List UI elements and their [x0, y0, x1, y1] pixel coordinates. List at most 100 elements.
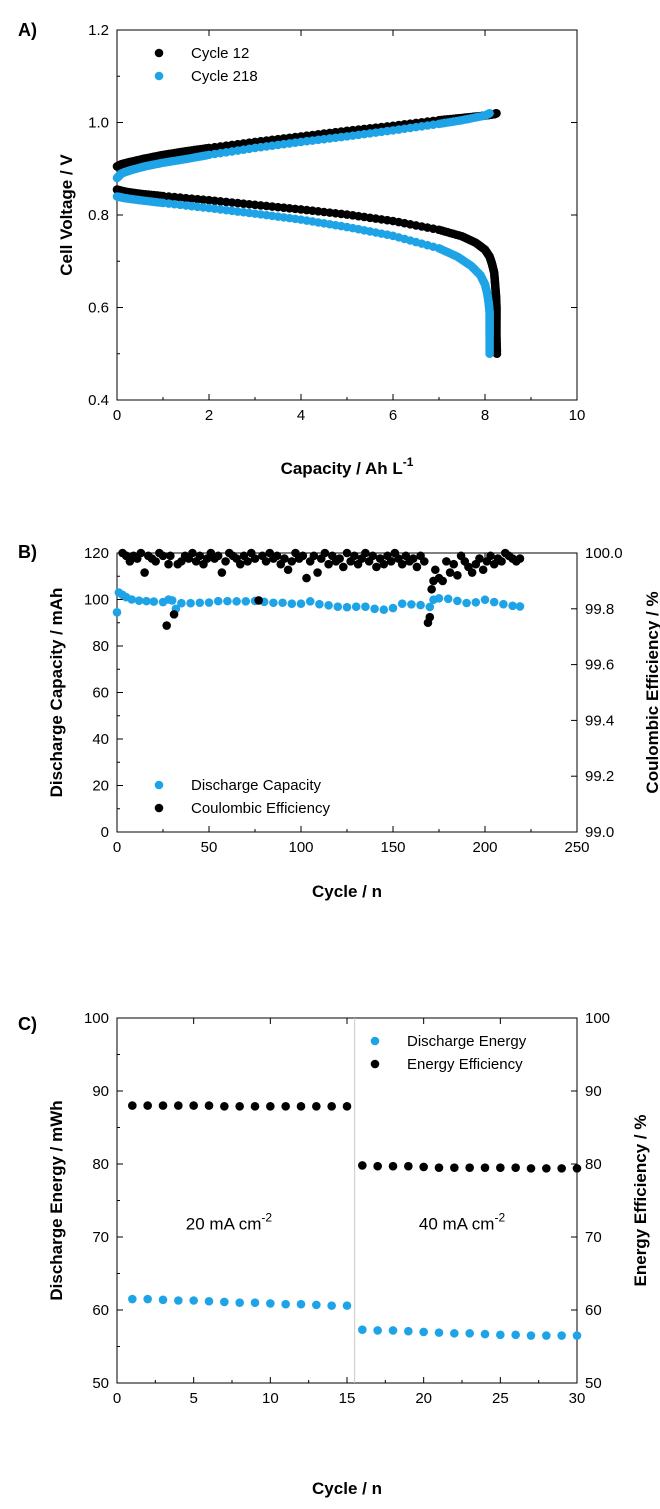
data-point	[280, 554, 289, 563]
data-point	[380, 605, 389, 614]
data-point	[426, 613, 435, 622]
y-tick-label: 100	[84, 1010, 109, 1027]
data-point	[465, 1329, 474, 1338]
data-point	[497, 557, 506, 566]
data-point	[313, 568, 322, 577]
legend-label: Discharge Capacity	[191, 777, 322, 794]
data-point	[170, 610, 179, 619]
data-point	[475, 554, 484, 563]
data-point	[485, 109, 494, 118]
data-point	[188, 549, 197, 558]
data-point	[143, 1295, 152, 1304]
data-point	[416, 601, 425, 610]
data-point	[343, 1102, 352, 1111]
x-axis-title-superscript: -1	[403, 455, 414, 469]
x-tick-label: 200	[472, 839, 497, 856]
y-tick-label: 1.2	[88, 22, 109, 39]
data-point	[435, 594, 444, 603]
y2-tick-label: 50	[585, 1375, 602, 1392]
data-point	[174, 1296, 183, 1305]
panel-a-chart: A) 0 2 4 6 8 10 0.4 0.6 0.8 1.0 1.2 Capacity / Ah L-…	[18, 20, 585, 478]
data-point	[159, 551, 168, 560]
data-point	[177, 599, 186, 608]
data-point	[288, 599, 297, 608]
y-tick-label: 80	[92, 1156, 109, 1173]
y-axis-title: Discharge Capacity / mAh	[47, 588, 66, 798]
data-point	[327, 1102, 336, 1111]
data-point	[352, 602, 361, 611]
data-point	[128, 1101, 137, 1110]
data-point	[468, 568, 477, 577]
data-point	[380, 560, 389, 569]
data-point	[186, 599, 195, 608]
data-point	[251, 1298, 260, 1307]
x-tick-label: 20	[415, 1390, 432, 1407]
plot-frame	[117, 553, 577, 832]
data-point	[450, 1163, 459, 1172]
legend-marker	[155, 781, 164, 790]
data-point	[310, 551, 319, 560]
data-point	[343, 1301, 352, 1310]
data-point	[251, 554, 260, 563]
data-point	[321, 549, 330, 558]
data-point	[368, 551, 377, 560]
y-axis-title: Discharge Energy / mWh	[47, 1100, 66, 1300]
data-point	[269, 598, 278, 607]
data-point	[358, 1325, 367, 1334]
data-point	[223, 597, 232, 606]
x-tick-label: 30	[569, 1390, 586, 1407]
x-tick-label: 6	[389, 407, 397, 424]
data-point	[324, 560, 333, 569]
data-point	[462, 599, 471, 608]
annotation-superscript: -2	[261, 1211, 272, 1225]
y-tick-label: 0.8	[88, 207, 109, 224]
data-point	[490, 598, 499, 607]
data-point	[214, 551, 223, 560]
legend-label: Cycle 218	[191, 68, 258, 85]
x-tick-label: 150	[380, 839, 405, 856]
data-point	[196, 551, 205, 560]
data-point	[189, 1101, 198, 1110]
legend-label: Energy Efficiency	[407, 1056, 523, 1073]
data-point	[297, 599, 306, 608]
data-point	[335, 554, 344, 563]
y-tick-label: 100	[84, 592, 109, 609]
data-point	[361, 549, 370, 558]
data-point	[312, 1301, 321, 1310]
y-tick-label: 0	[101, 824, 109, 841]
panel-label: A)	[18, 20, 37, 40]
data-point	[387, 557, 396, 566]
data-point	[413, 563, 422, 572]
data-point	[450, 1329, 459, 1338]
data-point	[334, 602, 343, 611]
current-density-annotation: 20 mA cm-2	[186, 1211, 273, 1234]
data-point	[499, 600, 508, 609]
x-tick-label: 10	[262, 1390, 279, 1407]
y-tick-label: 1.0	[88, 115, 109, 132]
x-tick-label: 250	[564, 839, 589, 856]
data-point	[251, 1102, 260, 1111]
data-point	[511, 1163, 520, 1172]
annotation-superscript: -2	[494, 1211, 505, 1225]
data-point	[327, 1301, 336, 1310]
data-point	[218, 568, 227, 577]
x-tick-label: 25	[492, 1390, 509, 1407]
data-point	[135, 596, 144, 605]
data-point	[221, 557, 230, 566]
data-point	[361, 602, 370, 611]
data-point	[297, 1102, 306, 1111]
data-point	[159, 1295, 168, 1304]
data-point	[235, 1102, 244, 1111]
data-point	[496, 1163, 505, 1172]
data-point	[573, 1331, 582, 1340]
data-point	[128, 1295, 137, 1304]
data-point	[420, 557, 429, 566]
data-point	[205, 598, 214, 607]
data-point	[235, 1298, 244, 1307]
legend-marker	[155, 72, 164, 81]
data-point	[409, 554, 418, 563]
x-tick-label: 50	[201, 839, 218, 856]
data-point	[404, 1162, 413, 1171]
data-point	[435, 1328, 444, 1337]
